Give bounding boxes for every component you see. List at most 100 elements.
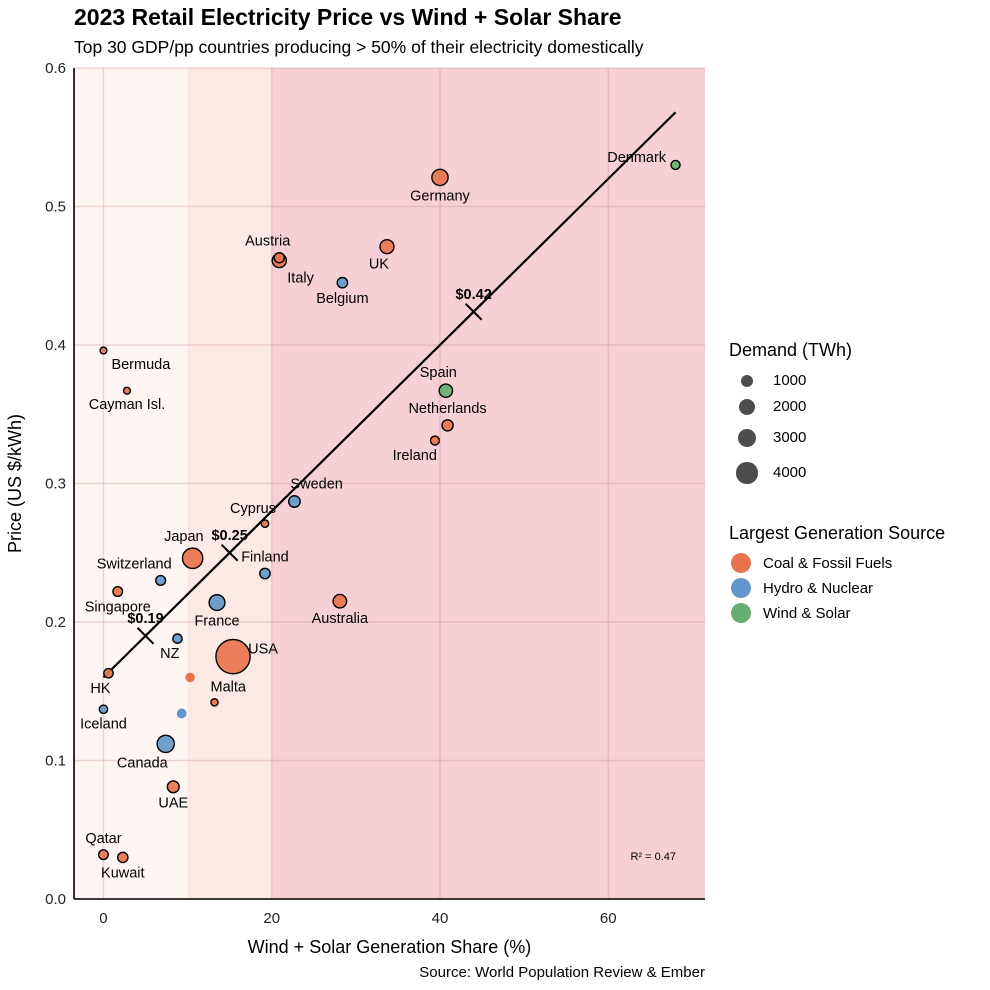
point-label: Canada bbox=[117, 755, 169, 771]
demand-legend-label: 1000 bbox=[772, 372, 807, 390]
demand-legend-label: 3000 bbox=[772, 429, 807, 447]
point-label: Switzerland bbox=[97, 557, 172, 573]
source-color-swatch bbox=[731, 553, 751, 573]
axes: 0 20 40 60 0.0 0.1 0.2 0.3 0.4 0.5 0.6 bbox=[45, 60, 705, 927]
point-label: Belgium bbox=[316, 291, 368, 307]
data-point-japan bbox=[181, 547, 204, 570]
point-label: Bermuda bbox=[111, 357, 171, 373]
trendline-group bbox=[102, 111, 677, 679]
background-bands bbox=[74, 68, 705, 899]
point-label: France bbox=[194, 613, 239, 629]
demand-legend: Demand (TWh) bbox=[729, 340, 852, 361]
data-point-malta bbox=[210, 698, 219, 707]
data-point-uae bbox=[166, 780, 180, 794]
chart-title: 2023 Retail Electricity Price vs Wind + … bbox=[74, 4, 622, 30]
point-label: USA bbox=[248, 642, 278, 658]
point-label: Germany bbox=[410, 189, 470, 205]
y-tick-label: 0.6 bbox=[45, 60, 66, 77]
source-legend-item: Wind & Solar bbox=[731, 603, 851, 623]
source-caption: Source: World Population Review & Ember bbox=[419, 964, 705, 981]
demand-legend-label: 2000 bbox=[772, 398, 807, 416]
trend-marker-cross bbox=[136, 627, 155, 645]
data-point-austria bbox=[273, 252, 286, 264]
point-labels: Denmark Germany UK Italy Austria Belgium Bermu… bbox=[80, 150, 667, 882]
x-tick-label: 0 bbox=[99, 910, 107, 927]
x-axis-label: Wind + Solar Generation Share (%) bbox=[248, 937, 532, 957]
trend-marker-cross bbox=[220, 544, 239, 562]
demand-legend-item: 4000 bbox=[736, 462, 806, 484]
data-point-kuwait bbox=[116, 851, 129, 864]
data-point-usa bbox=[215, 638, 251, 675]
point-label: Spain bbox=[420, 365, 457, 381]
source-legend-label: Wind & Solar bbox=[763, 604, 851, 622]
data-point-cyprus bbox=[260, 519, 270, 529]
point-label: Japan bbox=[164, 529, 204, 545]
data-point-germany bbox=[431, 168, 449, 187]
demand-legend-item: 3000 bbox=[737, 428, 806, 448]
chart-subtitle: Top 30 GDP/pp countries producing > 50% … bbox=[74, 37, 644, 57]
point-label: Malta bbox=[211, 680, 247, 696]
point-label: HK bbox=[90, 681, 110, 697]
point-label: Iceland bbox=[80, 716, 127, 732]
trend-marker-label: $0.42 bbox=[455, 287, 491, 303]
demand-size-swatch bbox=[740, 374, 754, 388]
y-tick-label: 0.5 bbox=[45, 199, 66, 216]
x-tick-label: 40 bbox=[432, 910, 449, 927]
background-band bbox=[187, 68, 272, 899]
source-color-swatch bbox=[731, 578, 751, 598]
point-label: Cayman Isl. bbox=[89, 397, 166, 413]
source-legend-label: Hydro & Nuclear bbox=[763, 579, 874, 597]
data-point-france bbox=[208, 594, 226, 612]
data-point-uk bbox=[379, 238, 395, 255]
point-label: Italy bbox=[287, 271, 314, 287]
demand-size-swatch bbox=[736, 462, 758, 484]
source-legend-item: Hydro & Nuclear bbox=[731, 578, 873, 598]
data-point-finland bbox=[259, 567, 271, 580]
data-point-belgium bbox=[336, 276, 349, 289]
y-tick-label: 0.3 bbox=[45, 476, 66, 493]
source-legend-label: Coal & Fossil Fuels bbox=[763, 554, 893, 572]
point-label: Finland bbox=[241, 549, 289, 565]
source-legend-item: Coal & Fossil Fuels bbox=[731, 553, 892, 573]
point-label: Kuwait bbox=[101, 866, 145, 882]
point-label: Ireland bbox=[393, 448, 437, 464]
y-axis-label: Price (US $/kWh) bbox=[5, 414, 25, 553]
point-label: Cyprus bbox=[230, 501, 276, 517]
demand-size-swatch bbox=[738, 398, 756, 416]
data-point-singapore bbox=[112, 585, 124, 598]
r-squared-label: R² = 0.47 bbox=[630, 851, 676, 863]
data-point-cayman-isl- bbox=[122, 386, 132, 395]
point-label: UAE bbox=[158, 796, 188, 812]
point-label: Australia bbox=[312, 611, 369, 627]
trend-marker-label: $0.19 bbox=[127, 611, 163, 627]
y-tick-label: 0.2 bbox=[45, 614, 66, 631]
y-tick-label: 0.4 bbox=[45, 337, 66, 354]
data-point-canada bbox=[156, 734, 175, 754]
point-label: NZ bbox=[160, 646, 179, 662]
data-point-unlabeled bbox=[176, 708, 187, 719]
data-point-qatar bbox=[97, 849, 109, 861]
trend-marker-label: $0.25 bbox=[211, 528, 247, 544]
data-point-unlabeled bbox=[185, 672, 195, 683]
data-point-iceland bbox=[98, 704, 109, 715]
y-tick-label: 0.1 bbox=[45, 753, 66, 770]
source-legend: Largest Generation Source bbox=[729, 523, 945, 544]
data-point-denmark bbox=[670, 159, 681, 171]
data-point-spain bbox=[438, 383, 454, 399]
data-point-australia bbox=[332, 593, 348, 609]
demand-legend-title: Demand (TWh) bbox=[729, 340, 853, 360]
trendline bbox=[102, 111, 677, 679]
data-point-nz bbox=[172, 633, 183, 644]
background-band bbox=[271, 68, 705, 899]
data-point-bermuda bbox=[99, 346, 108, 355]
demand-legend-label: 4000 bbox=[772, 464, 807, 482]
data-point-ireland bbox=[429, 435, 441, 446]
demand-size-swatch bbox=[737, 428, 757, 448]
point-label: Sweden bbox=[290, 477, 342, 493]
point-label: Denmark bbox=[607, 150, 667, 166]
data-point-sweden bbox=[287, 495, 301, 508]
point-label: Netherlands bbox=[408, 401, 486, 417]
x-tick-label: 20 bbox=[263, 910, 280, 927]
source-color-swatch bbox=[731, 603, 751, 623]
